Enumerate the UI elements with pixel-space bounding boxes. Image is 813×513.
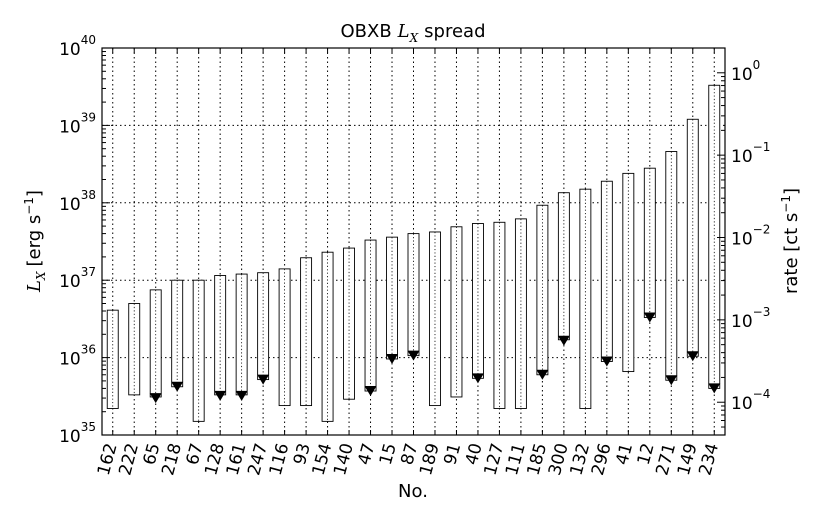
y-tick-label-left: 1038 [59,188,96,215]
range-bar [149,289,162,398]
ticks-layer [102,47,725,436]
upper-limit-marker [557,335,570,346]
range-bar [536,204,549,376]
upper-limit-marker [643,312,656,323]
upper-limit-marker [708,383,721,394]
y-tick-label-right: 10−3 [731,305,770,332]
category-labels: 1622226521867128161247116931541404715871… [94,441,723,478]
range-bar [386,236,398,360]
upper-limit-marker [149,393,162,404]
range-bar [171,279,184,388]
range-bar [708,84,721,389]
y-tick-label-left: 1035 [59,420,96,447]
y-axis-label-right: rate [ct s−1] [779,188,802,294]
range-bar [471,223,484,379]
upper-limit-marker [600,356,613,367]
markers-layer [149,312,721,404]
y-tick-label-left: 1039 [59,110,96,137]
y-tick-label-left: 1037 [59,265,96,292]
upper-limit-marker [235,390,248,401]
upper-limit-marker [214,390,227,401]
y-tick-label-right: 100 [731,58,760,85]
range-bar [514,218,527,409]
upper-limit-marker [407,350,420,361]
y-tick-label-right: 10−1 [731,140,770,167]
right-tick-labels: 10−4 10−3 10−2 10−1 100 [731,58,770,414]
y-tick-label-left: 1036 [59,343,96,370]
x-axis-label: No. [398,481,428,502]
category-label: 47 [354,441,379,467]
category-label: 15 [376,441,401,467]
range-bar [429,231,441,407]
category-label: 41 [612,441,637,467]
y-tick-label-right: 10−4 [731,387,770,414]
range-bar [557,192,570,341]
upper-limit-marker [536,369,549,380]
upper-limit-marker [686,351,699,362]
upper-limit-marker [471,373,484,384]
left-tick-labels: 1035 1036 1037 1038 1039 1040 [59,33,96,447]
y-tick-label-left: 1040 [59,33,96,60]
range-bar [300,257,313,407]
upper-limit-marker [665,375,678,386]
category-label: 91 [440,441,465,467]
y-tick-label-right: 10−2 [731,223,770,250]
upper-limit-marker [386,353,399,364]
range-bar [257,272,270,381]
chart-title: OBXB LX spread [340,21,485,45]
bars-layer [106,84,721,422]
y-axis-label-left: LX[erg s−1] [22,190,48,293]
upper-limit-marker [171,381,184,392]
upper-limit-marker [257,374,270,385]
range-bar [407,233,420,357]
upper-limit-marker [364,386,377,397]
